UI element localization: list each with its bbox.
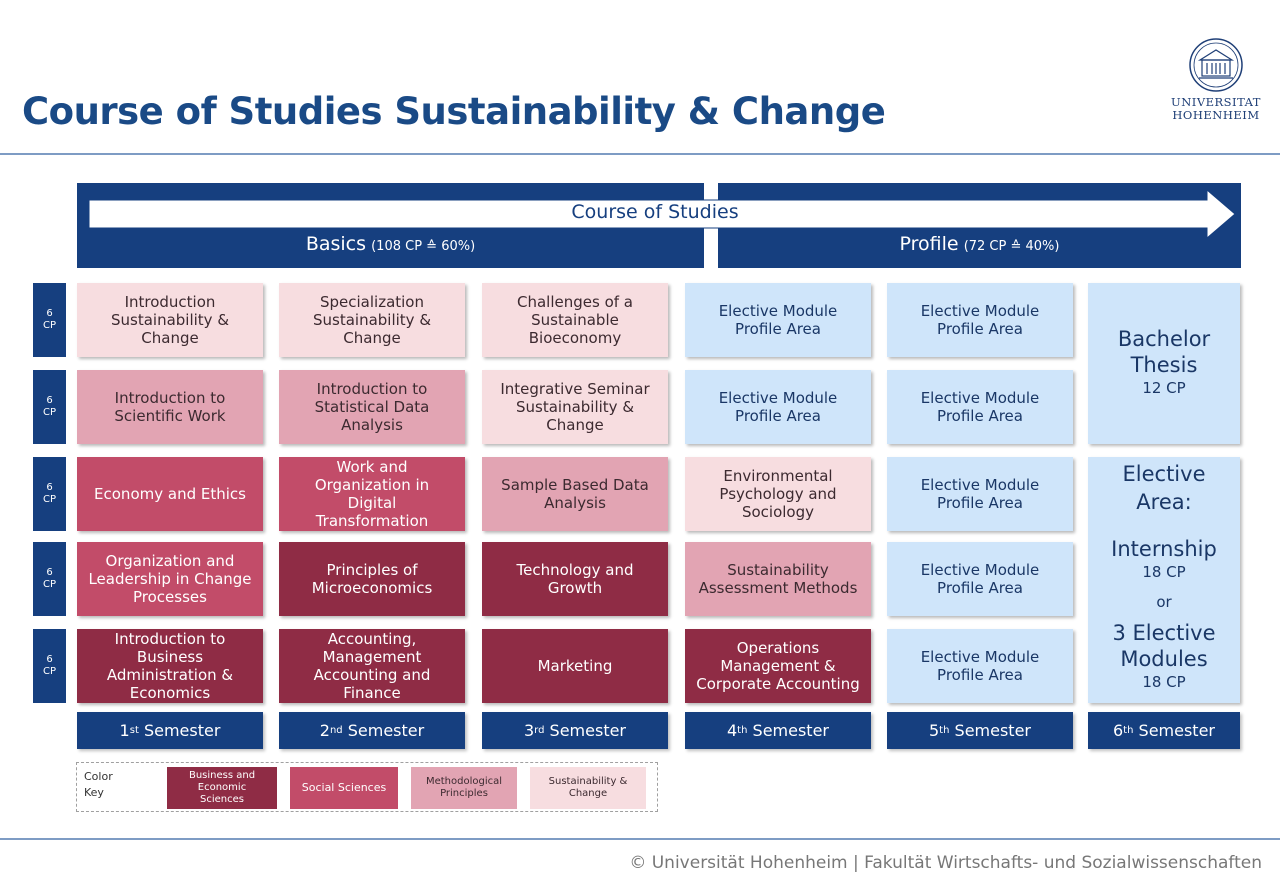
color-key bbox=[76, 762, 658, 812]
profile-title: Profile (72 CP ≙ 40%) bbox=[718, 233, 1241, 255]
bachelor-thesis-title: Bachelor Thesis bbox=[1117, 327, 1211, 377]
cp-unit: CP bbox=[42, 579, 56, 590]
cp-number: 6 bbox=[46, 395, 53, 406]
module-organization-leadership: Organization and Leadership in Change Pr… bbox=[77, 542, 263, 616]
module-intro-business-administration: Introduction to Business Administration … bbox=[77, 629, 263, 703]
semester-ordinal: rd bbox=[534, 725, 545, 736]
elective-area-box: Elective Area: Internship 18 CP or 3 Ele… bbox=[1088, 457, 1240, 703]
cp-label: 6 CP bbox=[33, 457, 66, 531]
semester-text: Semester bbox=[143, 721, 221, 740]
cp-unit: CP bbox=[42, 407, 56, 418]
semester-number: 1 bbox=[119, 721, 130, 740]
basics-detail: (108 CP ≙ 60%) bbox=[371, 239, 476, 254]
profile-label: Profile bbox=[899, 233, 959, 255]
module-integrative-seminar: Integrative Seminar Sustainability & Cha… bbox=[482, 370, 668, 444]
course-arrow-icon bbox=[88, 188, 1236, 240]
semester-number: 6 bbox=[1112, 721, 1124, 740]
module-specialization-sustainability-change: Specialization Sustainability & Change bbox=[279, 283, 465, 357]
cp-number: 6 bbox=[46, 567, 53, 578]
semester-ordinal: nd bbox=[329, 725, 343, 736]
semester-number: 5 bbox=[928, 721, 940, 740]
semester-ordinal: th bbox=[737, 725, 748, 736]
footer-text: © Universität Hohenheim | Fakultät Wirts… bbox=[629, 853, 1262, 873]
cp-number: 6 bbox=[46, 482, 53, 493]
module-elective-profile-area: Elective Module Profile Area bbox=[887, 283, 1073, 357]
module-elective-profile-area: Elective Module Profile Area bbox=[887, 457, 1073, 531]
semester-text: Semester bbox=[954, 721, 1031, 740]
module-principles-microeconomics: Principles of Microeconomics bbox=[279, 542, 465, 616]
color-key-social: Social Sciences bbox=[290, 767, 398, 809]
logo-text-line2: HOHENHEIM bbox=[1172, 108, 1260, 122]
semester-ordinal: th bbox=[939, 725, 950, 736]
module-economy-ethics: Economy and Ethics bbox=[77, 457, 263, 531]
color-key-business: Business and Economic Sciences bbox=[167, 767, 277, 809]
module-work-organization-digital: Work and Organization in Digital Transfo… bbox=[279, 457, 465, 531]
module-accounting-finance: Accounting, Management Accounting and Fi… bbox=[279, 629, 465, 703]
semester-text: Semester bbox=[549, 721, 627, 740]
elective-modules-cp: 18 CP bbox=[1142, 673, 1186, 691]
module-elective-profile-area: Elective Module Profile Area bbox=[887, 542, 1073, 616]
module-sustainability-assessment: Sustainability Assessment Methods bbox=[685, 542, 871, 616]
semester-number: 4 bbox=[726, 721, 738, 740]
cp-unit: CP bbox=[42, 320, 56, 331]
course-of-studies-label: Course of Studies bbox=[571, 201, 739, 223]
university-logo: UNIVERSITAT HOHENHEIM bbox=[1160, 36, 1272, 132]
cp-label: 6 CP bbox=[33, 542, 66, 616]
or-label: or bbox=[1156, 593, 1172, 611]
bachelor-thesis-box: Bachelor Thesis 12 CP bbox=[1088, 283, 1240, 444]
internship-cp: 18 CP bbox=[1142, 563, 1186, 581]
cp-unit: CP bbox=[42, 666, 56, 677]
color-key-sustainability: Sustainability & Change bbox=[530, 767, 646, 809]
footer-divider bbox=[0, 838, 1280, 840]
module-marketing: Marketing bbox=[482, 629, 668, 703]
color-key-methodological: Methodological Principles bbox=[411, 767, 517, 809]
logo-text-line1: UNIVERSITAT bbox=[1171, 95, 1261, 109]
module-operations-management: Operations Management & Corporate Accoun… bbox=[685, 629, 871, 703]
semester-text: Semester bbox=[1138, 721, 1215, 740]
module-technology-growth: Technology and Growth bbox=[482, 542, 668, 616]
cp-unit: CP bbox=[42, 494, 56, 505]
elective-modules-title: 3 Elective Modules bbox=[1112, 621, 1216, 671]
semester-number: 3 bbox=[523, 721, 535, 740]
cp-number: 6 bbox=[46, 654, 53, 665]
semester-text: Semester bbox=[347, 721, 425, 740]
module-environmental-psychology: Environmental Psychology and Sociology bbox=[685, 457, 871, 531]
profile-detail: (72 CP ≙ 40%) bbox=[963, 239, 1060, 254]
module-elective-profile-area: Elective Module Profile Area bbox=[887, 370, 1073, 444]
module-elective-profile-area: Elective Module Profile Area bbox=[887, 629, 1073, 703]
module-intro-statistical-data-analysis: Introduction to Statistical Data Analysi… bbox=[279, 370, 465, 444]
semester-ordinal: st bbox=[129, 725, 139, 736]
cp-label: 6 CP bbox=[33, 370, 66, 444]
module-introduction-scientific-work: Introduction to Scientific Work bbox=[77, 370, 263, 444]
semester-text: Semester bbox=[752, 721, 829, 740]
university-seal-icon bbox=[1189, 38, 1243, 92]
internship-label: Internship bbox=[1111, 537, 1217, 561]
cp-number: 6 bbox=[46, 308, 53, 319]
module-challenges-bioeconomy: Challenges of a Sustainable Bioeconomy bbox=[482, 283, 668, 357]
module-elective-profile-area: Elective Module Profile Area bbox=[685, 283, 871, 357]
module-introduction-sustainability-change: Introduction Sustainability & Change bbox=[77, 283, 263, 357]
elective-area-title: Elective Area: bbox=[1122, 462, 1206, 514]
page-title: Course of Studies Sustainability & Chang… bbox=[22, 90, 886, 133]
semester-number: 2 bbox=[319, 721, 330, 740]
cp-label: 6 CP bbox=[33, 629, 66, 703]
module-sample-based-data-analysis: Sample Based Data Analysis bbox=[482, 457, 668, 531]
basics-title: Basics (108 CP ≙ 60%) bbox=[77, 233, 704, 255]
cp-label: 6 CP bbox=[33, 283, 66, 357]
module-elective-profile-area: Elective Module Profile Area bbox=[685, 370, 871, 444]
header-divider bbox=[0, 153, 1280, 155]
semester-ordinal: th bbox=[1123, 725, 1134, 736]
color-key-label: Color Key bbox=[84, 770, 113, 799]
basics-label: Basics bbox=[305, 233, 367, 255]
bachelor-thesis-cp: 12 CP bbox=[1142, 379, 1186, 397]
